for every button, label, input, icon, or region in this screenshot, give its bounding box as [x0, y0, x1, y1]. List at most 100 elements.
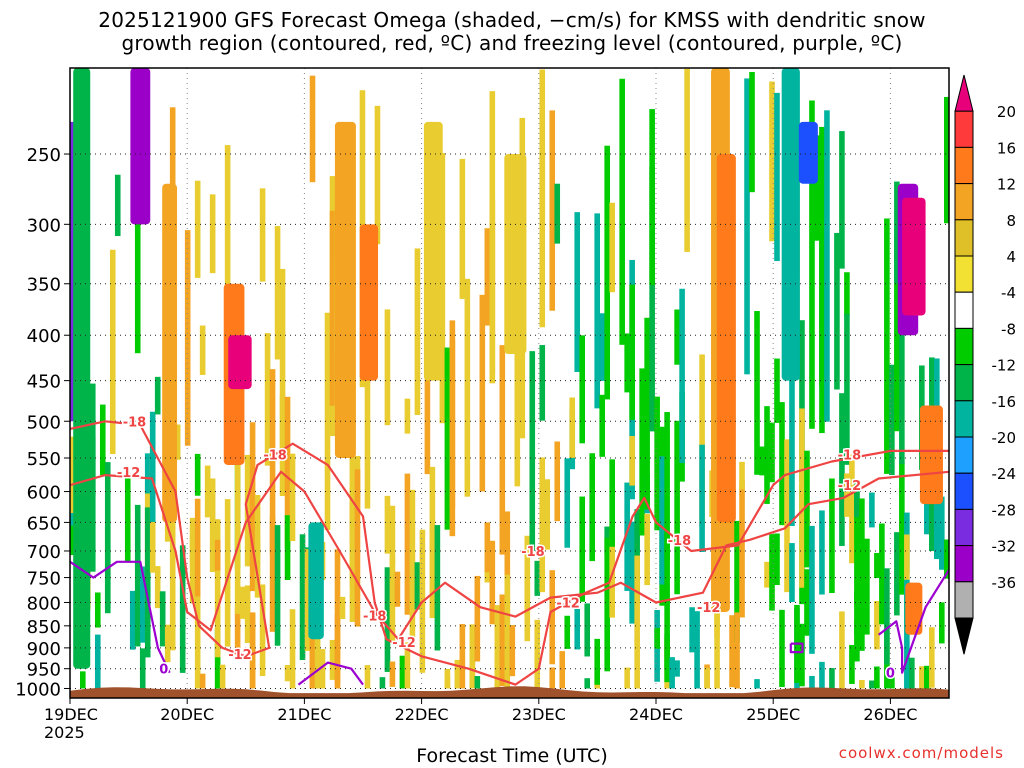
colorbar-swatch [954, 291, 974, 329]
omega-cell [444, 674, 451, 689]
omega-cell [184, 230, 191, 446]
omega-cell [204, 465, 211, 518]
omega-cell [674, 420, 680, 595]
omega-cell [754, 311, 760, 475]
omega-cell [244, 585, 251, 643]
omega-cell [759, 446, 765, 476]
omega-cell [884, 568, 890, 665]
omega-cell [659, 456, 665, 585]
terrain-fill [70, 686, 949, 698]
omega-cell [879, 523, 885, 625]
omega-cell [99, 404, 106, 475]
omega-cell [549, 667, 556, 689]
omega-cell [104, 462, 111, 614]
omega-cell [944, 539, 949, 579]
omega-cell [894, 237, 900, 432]
omega-cell [254, 494, 261, 556]
omega-cell [474, 676, 481, 689]
omega-cell [569, 397, 576, 458]
omega-cell [384, 567, 391, 672]
omega-cell [319, 649, 326, 689]
colorbar-bottom-arrow [954, 617, 974, 655]
omega-cell [769, 422, 775, 483]
omega-cell [674, 660, 680, 677]
omega-cell [704, 667, 710, 689]
omega-cell [429, 466, 436, 550]
omega-cell [924, 665, 930, 689]
omega-cell [539, 69, 546, 328]
contour-label: -18 [521, 545, 545, 560]
colorbar-swatch [954, 183, 974, 221]
y-tick-label: 700 [27, 542, 61, 563]
contour-zero-3 [878, 569, 949, 674]
omega-cell [384, 309, 391, 426]
omega-band [902, 197, 926, 316]
omega-cell [744, 78, 750, 375]
omega-cell [89, 383, 96, 497]
omega-cell [449, 320, 456, 508]
omega-cell [844, 313, 850, 465]
omega-band [162, 183, 178, 523]
omega-cell [364, 359, 371, 509]
x-tick-label: 20DEC [160, 705, 214, 724]
omega-cell [909, 657, 915, 689]
omega-band [504, 154, 527, 355]
omega-cell [899, 319, 905, 464]
omega-band [73, 68, 91, 669]
omega-cell [314, 616, 321, 689]
omega-cell [554, 183, 561, 244]
omega-cell [259, 188, 266, 282]
colorbar-swatch [954, 364, 974, 402]
chart-title-line-1: 2025121900 GFS Forecast Omega (shaded, −… [98, 8, 926, 32]
omega-cell [209, 194, 216, 274]
omega-cell [644, 317, 650, 510]
omega-cell [934, 358, 940, 432]
omega-cell [779, 609, 785, 687]
omega-cell [70, 436, 76, 514]
omega-cell [194, 180, 201, 278]
omega-cell [379, 677, 386, 689]
colorbar-top-arrow [954, 74, 974, 112]
omega-cell [414, 248, 421, 415]
omega-cell [459, 624, 466, 689]
y-tick-label: 900 [27, 639, 61, 660]
contour-label: -12 [117, 466, 141, 481]
omega-cell [809, 675, 815, 689]
y-tick-label: 550 [27, 449, 61, 470]
omega-cell [144, 507, 151, 658]
omega-cell [70, 514, 76, 556]
omega-cell [589, 453, 596, 562]
omega-cell [364, 665, 371, 689]
omega-cell [284, 665, 291, 682]
omega-cell [139, 566, 146, 643]
omega-cell [259, 584, 266, 677]
omega-cell [224, 145, 231, 285]
omega-cell [819, 126, 825, 434]
y-tick-label: 800 [27, 593, 61, 614]
omega-band [130, 68, 151, 225]
omega-cell [899, 462, 905, 595]
y-tick-label: 1000 [15, 679, 61, 700]
x-tick-label: 23DEC [512, 705, 566, 724]
omega-cell [654, 396, 660, 531]
omega-cell [889, 364, 895, 476]
colorbar-swatch [954, 110, 974, 148]
omega-cell [284, 396, 291, 547]
contour-label: -18 [838, 448, 862, 463]
omega-cell [389, 557, 396, 642]
omega-cell [354, 469, 361, 627]
omega-cell [904, 579, 910, 689]
terrain [70, 686, 949, 698]
omega-band [334, 121, 356, 458]
omega-cell [499, 594, 506, 687]
omega-cell [829, 478, 835, 594]
omega-cell [779, 402, 785, 526]
omega-cell [274, 525, 281, 646]
omega-cell [249, 612, 256, 689]
omega-cell [919, 666, 925, 689]
omega-cell [484, 522, 491, 573]
omega-cell [619, 78, 625, 345]
omega-cell [624, 333, 630, 393]
omega-cell [929, 627, 935, 688]
